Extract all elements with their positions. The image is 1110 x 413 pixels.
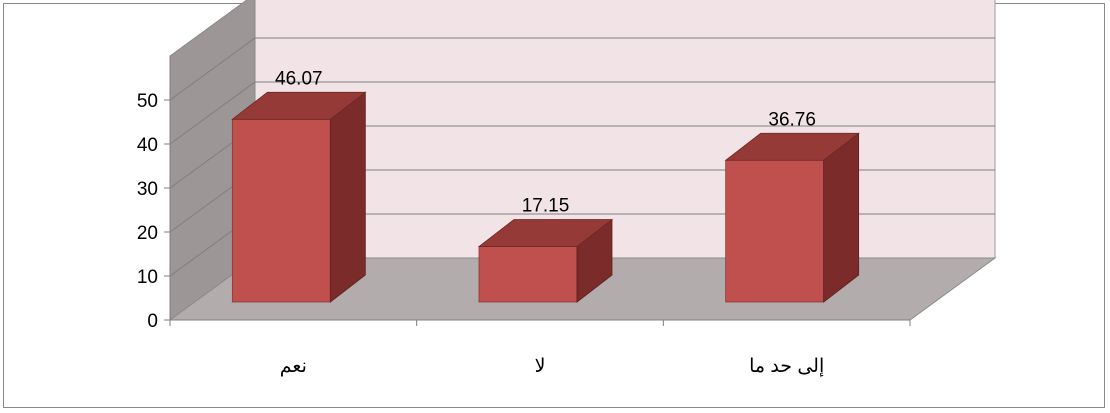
bar-1 [231,91,367,303]
gridline [169,81,995,145]
bar-front [231,118,331,303]
bar-top [477,219,614,247]
bar-2 [477,218,614,303]
category-label: إلى حد ما [749,356,824,378]
category-label: نعم [280,356,307,377]
bar-front [478,246,578,303]
bar-top [724,132,860,161]
y-tick-label: 10 [137,267,158,288]
bar-front [725,159,825,303]
back-wall [254,0,996,259]
data-label: 36.76 [768,109,816,130]
y-tick-label: 50 [137,91,158,112]
data-label: 17.15 [522,196,570,217]
y-tick-label: 30 [137,179,158,200]
y-tick-label: 40 [137,135,158,156]
y-tick-label: 0 [147,311,158,332]
gridline [169,37,995,101]
bar-side [823,132,860,303]
data-label: 46.07 [275,68,323,89]
bar-top [231,91,367,120]
category-label: لا [535,356,546,377]
bar-side [329,91,366,303]
bar-3 [724,132,860,303]
y-tick-label: 20 [137,223,158,244]
